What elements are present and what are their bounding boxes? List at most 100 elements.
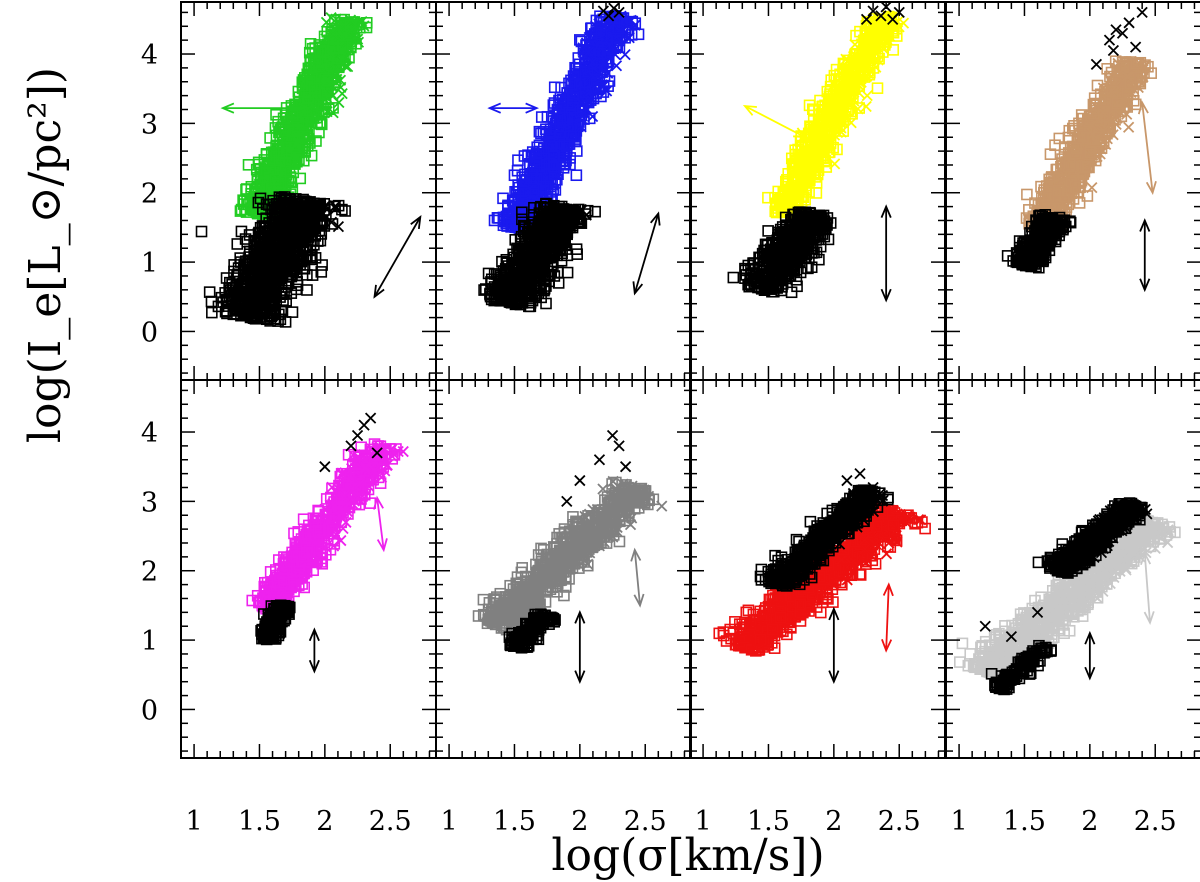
black-cloud-square-point (524, 280, 537, 293)
panel-3 (689, 1, 946, 381)
black-cloud-square-point (234, 252, 246, 264)
colored-cloud-square-point (591, 67, 604, 79)
colored-cloud-square-point (293, 133, 305, 145)
black-cloud-square-point (250, 252, 263, 264)
black-cloud-square-point (800, 232, 812, 245)
black-cloud-square-point (248, 299, 261, 311)
colored-cloud-square-point (842, 103, 855, 116)
panel-data (478, 2, 661, 313)
black-cloud-square-point (309, 252, 322, 264)
colored-cloud-square-point (874, 24, 887, 36)
tick-marks (181, 2, 436, 380)
black-cloud-square-point (492, 277, 505, 290)
colored-cloud-cross-point (605, 16, 618, 28)
black-cloud-square-point (816, 213, 828, 226)
panel-frame (435, 1, 692, 381)
colored-cloud-square-point (533, 125, 546, 138)
black-cloud-square-point (282, 274, 295, 287)
colored-cloud-cross-point (603, 38, 616, 51)
y-tick-label: 3 (141, 109, 158, 140)
colored-cloud-square-point (269, 122, 282, 134)
black-cloud-square-point (306, 269, 319, 281)
colored-cloud-square-point (574, 105, 587, 118)
colored-cloud-cross-point (328, 24, 340, 36)
colored-cloud-square-point (632, 28, 645, 41)
black-cloud-square-point (272, 315, 284, 327)
colored-cloud-square-point (626, 15, 639, 28)
black-cloud-square-point (290, 266, 303, 279)
colored-cloud-cross-point (861, 89, 873, 102)
black-cloud-square-point (786, 233, 798, 245)
colored-arrow (220, 102, 312, 114)
colored-cloud-square-point (322, 74, 334, 87)
colored-cloud-cross-point (321, 74, 333, 87)
colored-cloud-square-point (237, 194, 249, 207)
colored-cloud-cross-point (846, 76, 858, 88)
black-cloud-square-point (237, 272, 250, 285)
colored-cloud-square-point (556, 111, 569, 124)
colored-cloud-square-point (516, 171, 529, 183)
black-arrow (373, 215, 422, 299)
black-cloud-cross-point (332, 221, 345, 233)
black-cloud-square-point (812, 212, 825, 224)
colored-cloud-square-point (505, 221, 517, 233)
colored-cloud-square-point (788, 183, 801, 195)
colored-cloud-square-point (275, 146, 288, 159)
colored-cloud-square-point (535, 111, 548, 123)
colored-cloud-cross-point (828, 158, 841, 170)
colored-cloud-square-point (804, 154, 817, 166)
black-cloud-square-point (332, 199, 345, 212)
colored-cloud-square-point (824, 80, 837, 93)
colored-cloud-cross-point (327, 28, 339, 40)
black-cloud-square-point (805, 261, 818, 274)
black-cloud-square-point (259, 253, 272, 265)
colored-cloud-cross-point (872, 54, 884, 66)
black-cloud-square-point (568, 213, 581, 225)
black-cloud-square-point (519, 266, 531, 279)
colored-arrow-head (487, 102, 502, 114)
black-cloud-square-point (524, 300, 537, 313)
colored-cloud-square-point (592, 83, 605, 96)
black-cloud-square-point (298, 204, 310, 217)
tick-marks (690, 2, 945, 380)
black-cloud-square-point (540, 197, 552, 210)
colored-cloud-square-point (777, 191, 790, 203)
colored-cloud-square-point (255, 181, 268, 194)
colored-cloud-square-point (522, 149, 534, 161)
black-cloud-square-point (572, 216, 584, 228)
colored-cloud-square-point (787, 172, 800, 184)
colored-cloud-square-point (823, 102, 835, 114)
black-cloud-square-point (548, 270, 561, 282)
black-cloud-square-point (306, 250, 318, 262)
black-arrow (880, 204, 892, 303)
colored-cloud-square-point (304, 137, 316, 149)
black-cross-point (887, 13, 899, 25)
colored-cloud-square-point (308, 83, 321, 95)
colored-arrow-head (742, 104, 757, 116)
black-cloud-square-point (270, 244, 282, 256)
black-cloud-square-point (219, 287, 231, 299)
black-cloud-square-point (247, 311, 259, 324)
colored-cloud-square-point (567, 70, 580, 82)
colored-cloud-square-point (575, 35, 588, 48)
black-cloud-square-point (769, 260, 782, 273)
colored-cloud-cross-point (336, 87, 348, 100)
colored-cloud-square-point (554, 91, 567, 104)
black-cloud-square-point (301, 284, 313, 296)
colored-cloud-square-point (272, 115, 284, 128)
black-cloud-square-point (258, 250, 270, 263)
colored-cloud-square-point (574, 119, 587, 131)
y-tick-label: 0 (141, 317, 158, 348)
colored-cloud-square-point (512, 154, 524, 166)
colored-cloud-square-point (852, 52, 865, 65)
black-arrow-head (880, 288, 892, 303)
colored-cloud-square-point (577, 44, 590, 56)
black-cloud-square-point (239, 233, 252, 245)
colored-cloud-square-point (837, 57, 850, 70)
colored-cloud-square-point (834, 90, 847, 102)
black-cloud-square-point (315, 266, 328, 278)
black-cloud-square-point (790, 273, 803, 286)
black-cloud-square-point (510, 266, 523, 279)
